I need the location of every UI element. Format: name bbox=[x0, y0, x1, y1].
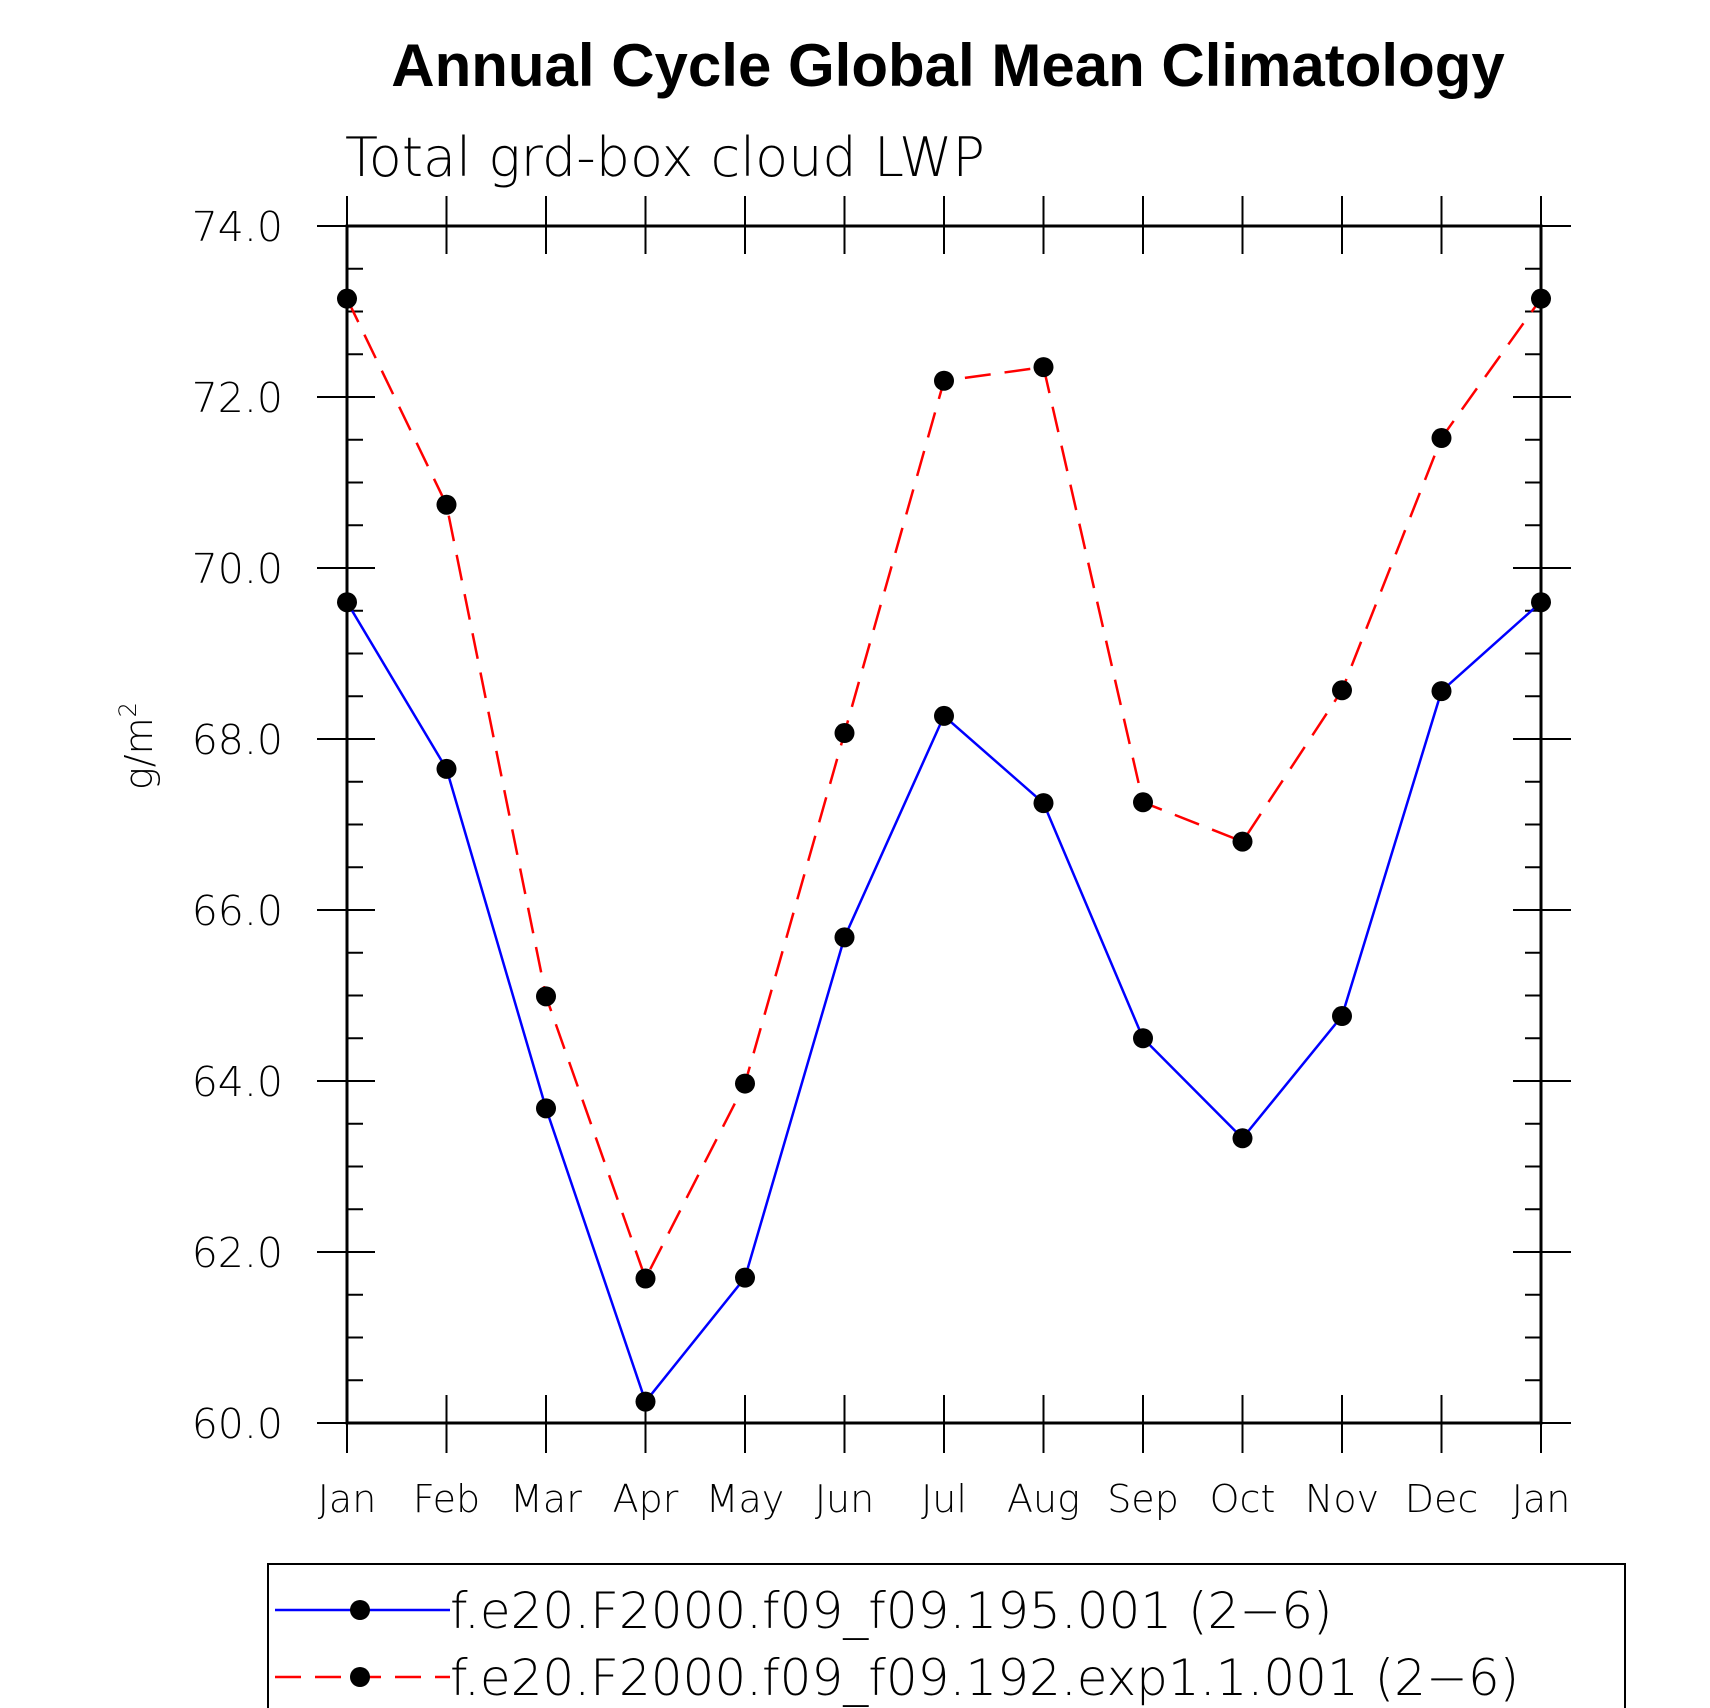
legend-items: f.e20.F2000.f09_f09.195.001 (2−6) f.e20.F… bbox=[275, 1582, 1519, 1707]
legend-marker-1 bbox=[350, 1600, 370, 1620]
data-markers bbox=[337, 288, 1551, 1412]
axis-tick-labels: 60.0 62.0 64.0 66.0 68.0 70.0 72.0 74.0 Jan Feb Ma… bbox=[192, 203, 1571, 1521]
data-point-series-2 bbox=[735, 1073, 755, 1094]
data-point-series-2 bbox=[635, 1268, 656, 1289]
data-point-series-1 bbox=[1332, 1006, 1352, 1027]
data-point-series-1 bbox=[834, 927, 855, 948]
series-line-2 bbox=[345, 297, 1543, 1282]
y-axis-label-text: g/m bbox=[117, 717, 161, 790]
data-point-series-1 bbox=[436, 758, 457, 779]
y-tick-label: 74.0 bbox=[192, 203, 283, 251]
x-tick-label: Apr bbox=[613, 1477, 679, 1521]
legend-label-1: f.e20.F2000.f09_f09.195.001 (2−6) bbox=[450, 1582, 1333, 1640]
data-point-series-2 bbox=[934, 370, 954, 391]
x-tick-label: Aug bbox=[1007, 1477, 1080, 1521]
x-tick-label: Jan bbox=[1512, 1477, 1571, 1521]
data-point-series-2 bbox=[1232, 831, 1253, 852]
y-tick-label: 72.0 bbox=[192, 374, 283, 422]
x-tick-label: Dec bbox=[1405, 1477, 1479, 1521]
data-point-series-2 bbox=[834, 723, 855, 744]
data-point-series-1 bbox=[1133, 1028, 1153, 1049]
y-axis-label: g/m2 bbox=[114, 702, 161, 790]
x-tick-label: Jun bbox=[815, 1477, 874, 1521]
data-point-series-2 bbox=[1332, 680, 1352, 701]
x-tick-label: Nov bbox=[1305, 1477, 1379, 1521]
x-tick-label: Jul bbox=[921, 1477, 967, 1521]
y-tick-label: 60.0 bbox=[192, 1400, 283, 1448]
data-point-series-1 bbox=[536, 1098, 556, 1119]
y-tick-label: 66.0 bbox=[192, 887, 283, 935]
axis-ticks bbox=[317, 196, 1571, 1453]
data-point-series-1 bbox=[1232, 1128, 1253, 1149]
plot-frame bbox=[345, 224, 1543, 1425]
y-tick-label: 62.0 bbox=[192, 1229, 283, 1277]
data-point-series-1 bbox=[1531, 592, 1551, 613]
data-point-series-1 bbox=[635, 1391, 656, 1412]
chart-title: Annual Cycle Global Mean Climatology bbox=[391, 32, 1505, 99]
data-point-series-1 bbox=[735, 1267, 755, 1288]
x-tick-label: Feb bbox=[413, 1477, 480, 1521]
data-point-series-2 bbox=[337, 288, 357, 309]
data-point-series-1 bbox=[934, 705, 954, 726]
data-point-series-2 bbox=[436, 494, 457, 515]
legend-marker-2 bbox=[350, 1667, 370, 1687]
legend: f.e20.F2000.f09_f09.195.001 (2−6) f.e20.F… bbox=[267, 1563, 1626, 1708]
chart-subtitle: Total grd-box cloud LWP bbox=[345, 126, 985, 189]
x-tick-label: Oct bbox=[1210, 1477, 1276, 1521]
x-tick-label: May bbox=[706, 1477, 785, 1521]
data-point-series-2 bbox=[1133, 792, 1153, 813]
y-tick-label: 70.0 bbox=[192, 545, 283, 593]
series-lines bbox=[345, 297, 1543, 1405]
legend-label-2: f.e20.F2000.f09_f09.192.exp1.1.001 (2−6) bbox=[450, 1649, 1519, 1707]
x-tick-label: Jan bbox=[318, 1477, 377, 1521]
x-tick-label: Sep bbox=[1107, 1477, 1179, 1521]
data-point-series-2 bbox=[536, 986, 556, 1007]
y-tick-label: 64.0 bbox=[192, 1058, 283, 1106]
y-tick-label: 68.0 bbox=[192, 716, 283, 764]
data-point-series-2 bbox=[1033, 357, 1054, 378]
data-point-series-1 bbox=[337, 592, 357, 613]
legend-box bbox=[267, 1563, 1626, 1708]
data-point-series-1 bbox=[1033, 793, 1054, 814]
data-point-series-1 bbox=[1431, 681, 1452, 702]
data-point-series-2 bbox=[1431, 428, 1452, 449]
data-point-series-2 bbox=[1531, 288, 1551, 309]
x-tick-label: Mar bbox=[510, 1477, 582, 1521]
y-axis-label-superscript: 2 bbox=[114, 702, 142, 717]
